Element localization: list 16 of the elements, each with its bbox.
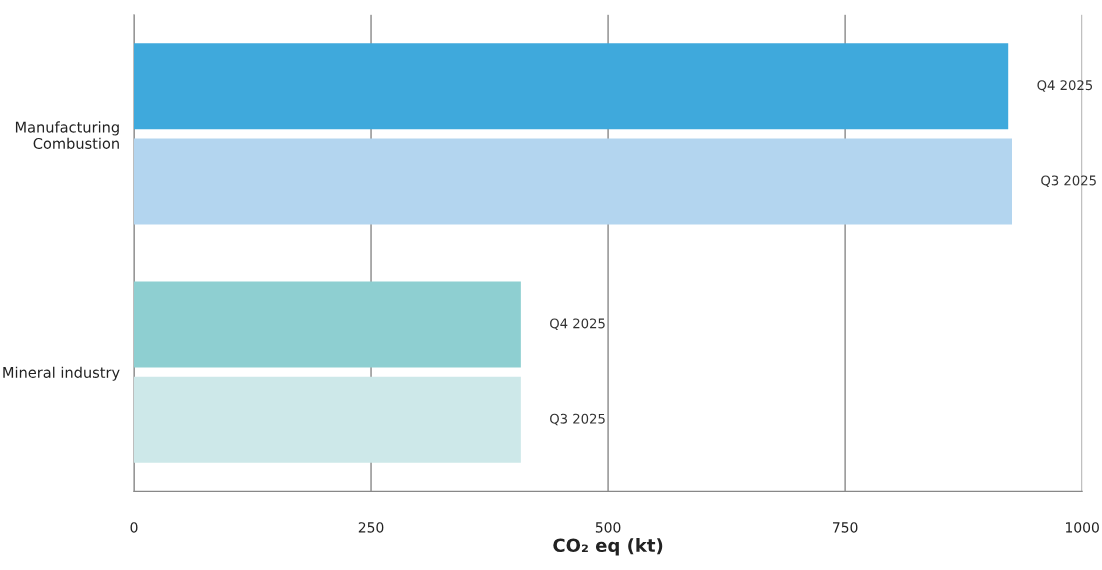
- x-tick-label: 0: [130, 522, 138, 533]
- x-axis-title: CO₂ eq (kt): [553, 538, 663, 556]
- x-tick-label: 250: [358, 522, 384, 533]
- x-tick-label: 750: [833, 522, 858, 533]
- bar: [134, 281, 521, 368]
- text: Q3 2025: [550, 413, 605, 426]
- x-tick-label: 1000: [1066, 522, 1099, 533]
- bar: [134, 138, 1012, 225]
- text: Q4 2025: [550, 318, 605, 330]
- y-tick-label: Manufacturing Combustion: [15, 121, 119, 149]
- y-tick-label: Mineral industry: [3, 366, 120, 381]
- x-tick-label: 500: [595, 522, 621, 533]
- text: Q4 2025: [1037, 80, 1093, 92]
- bar: [134, 376, 521, 463]
- text: Q3 2025: [1041, 175, 1096, 187]
- bar: [134, 43, 1009, 130]
